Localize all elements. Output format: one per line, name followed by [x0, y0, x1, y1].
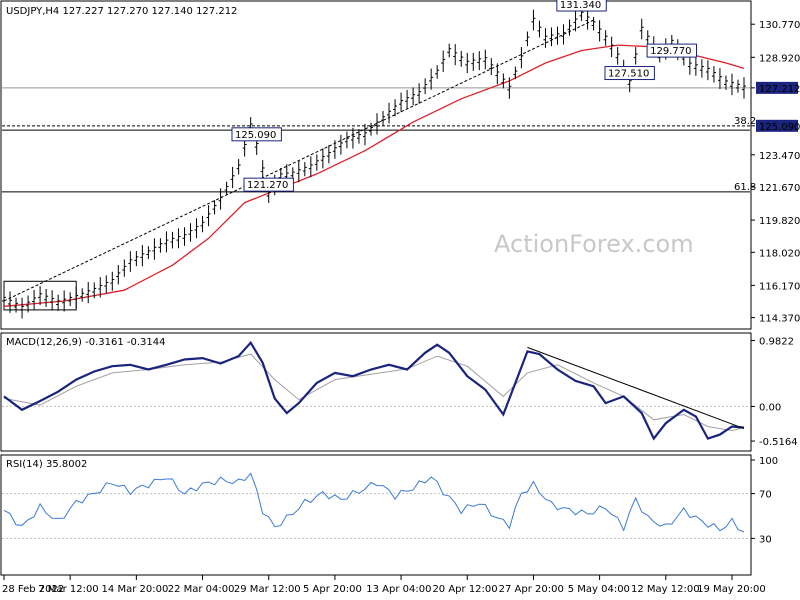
price-tick-label: 127.212	[759, 84, 800, 95]
price-annotation-0: 131.340	[560, 0, 601, 11]
macd-tick-label: 0.00	[759, 402, 781, 413]
axis-layer: 130.770 128.920 127.212 125.090 123.470 121.6…	[2, 20, 800, 595]
price-layer: 38.2 61.8 131.340 129.770 127.510 125.090 121.…	[2, 0, 756, 319]
price-tick-label: 125.090	[759, 122, 800, 133]
price-annotation-1: 129.770	[650, 46, 691, 57]
rsi-tick-label: 30	[759, 534, 772, 545]
watermark: ActionForex.com	[494, 230, 694, 258]
price-tick-label: 123.470	[759, 151, 800, 162]
price-annotation-box-0	[556, 0, 607, 12]
rsi-layer	[2, 472, 750, 539]
x-tick-label: 5 May 04:00	[568, 584, 630, 595]
price-tick-label: 114.370	[759, 314, 800, 325]
x-tick-label: 20 Apr 12:00	[432, 584, 497, 595]
fib-label-1: 38.2	[734, 116, 756, 127]
rsi-tick-label: 100	[759, 456, 778, 467]
x-tick-label: 13 Apr 04:00	[366, 584, 431, 595]
macd-panel-frame	[0, 332, 752, 452]
x-tick-label: 29 Mar 12:00	[234, 584, 301, 595]
x-tick-label: 12 May 12:00	[631, 584, 700, 595]
macd-line	[3, 340, 745, 441]
fib-label-3: 61.8	[734, 182, 756, 193]
macd-header: MACD(12,26,9) -0.3161 -0.3144	[6, 337, 166, 348]
price-tick-highlight	[756, 119, 798, 132]
price-tick-label: 118.020	[759, 248, 800, 259]
x-tick-label: 28 Feb 2022	[2, 584, 64, 595]
price-header: USDJPY,H4 127.227 127.270 127.140 127.21…	[6, 6, 237, 17]
price-annotation-4: 121.270	[247, 180, 288, 191]
price-tick-highlight	[756, 81, 798, 94]
macd-layer	[2, 340, 750, 441]
macd-tick-label: 0.9822	[759, 337, 794, 348]
rsi-tick-label: 70	[759, 490, 772, 501]
price-tick-label: 130.770	[759, 20, 800, 31]
price-tick-label: 121.670	[759, 183, 800, 194]
macd-trend-line-0	[527, 346, 745, 430]
price-annotation-box-1	[646, 43, 698, 58]
x-tick-label: 27 Apr 20:00	[499, 584, 564, 595]
price-annotation-box-2	[604, 66, 655, 81]
x-tick-label: 19 May 20:00	[697, 584, 766, 595]
x-tick-label: 14 Mar 20:00	[102, 584, 169, 595]
price-tick-label: 119.820	[759, 216, 800, 227]
price-annotation-box-4	[243, 177, 294, 192]
x-tick-label: 5 Apr 20:00	[303, 584, 362, 595]
price-panel-frame	[0, 0, 752, 330]
x-tick-label: 22 Mar 04:00	[168, 584, 235, 595]
macd-tick-label: -0.5164	[759, 437, 798, 448]
rsi-line	[3, 472, 745, 533]
x-tick-label: 7 Mar 12:00	[38, 584, 98, 595]
price-tick-label: 116.170	[759, 281, 800, 292]
price-annotation-2: 127.510	[608, 69, 649, 80]
price-annotation-box-3	[231, 127, 282, 142]
price-trend-line-0	[3, 19, 594, 302]
rsi-panel-frame	[0, 454, 752, 576]
rsi-header: RSI(14) 35.8002	[6, 459, 87, 470]
price-tick-label: 128.920	[759, 53, 800, 64]
price-annotation-3: 125.090	[235, 130, 276, 141]
price-bars	[2, 7, 746, 319]
